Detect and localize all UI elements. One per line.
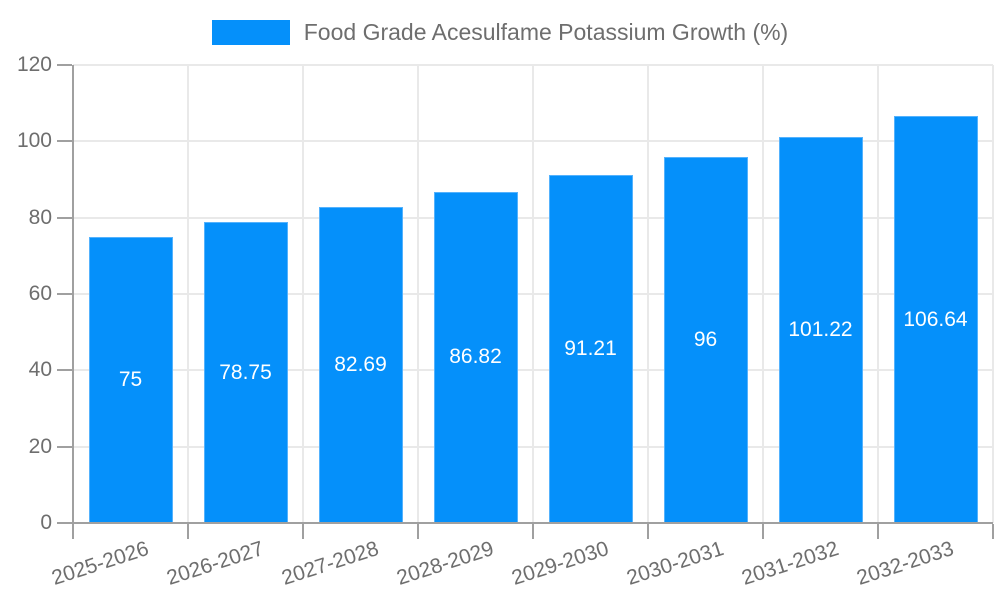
chart-legend: Food Grade Acesulfame Potassium Growth (…: [0, 19, 1000, 46]
plot-area: 75 78.75 82.69 86.82 91.21 96 101.22 106.64: [57, 64, 994, 539]
bar-2027-2028[interactable]: 82.69: [318, 207, 403, 523]
x-axis-tick-label: 2031-2032: [738, 537, 842, 590]
x-axis-tick-label: 2027-2028: [278, 537, 382, 590]
y-axis-tick-mark: [57, 445, 72, 448]
y-axis-tick-label: 80: [28, 205, 52, 229]
y-axis-tick-label: 120: [16, 53, 52, 76]
x-axis-tick-mark: [187, 524, 189, 539]
y-axis-tick-mark: [57, 216, 72, 219]
y-axis-tick-label: 0: [40, 511, 52, 534]
y-axis-tick-mark: [57, 293, 72, 295]
x-axis-tick-mark: [992, 524, 994, 539]
bar-2030-2031[interactable]: 96: [663, 156, 748, 523]
bar-value-label: 96: [693, 327, 718, 351]
y-axis-tick-label: 60: [28, 282, 52, 305]
x-axis-tick-mark: [72, 524, 74, 539]
y-axis-tick-label: 20: [28, 434, 52, 458]
gridline-vertical: [532, 65, 534, 523]
y-axis-line: [72, 65, 74, 523]
bar-value-label: 75: [118, 367, 143, 391]
y-axis-tick-mark: [57, 522, 72, 524]
x-axis-tick-mark: [302, 524, 304, 539]
x-axis-tick-label: 2032-2033: [853, 537, 957, 590]
x-axis-tick-label: 2029-2030: [508, 537, 612, 590]
x-axis-tick-label: 2030-2031: [623, 537, 727, 590]
bar-2031-2032[interactable]: 101.22: [778, 136, 863, 523]
bar-2025-2026[interactable]: 75: [88, 236, 173, 523]
x-axis-tick-mark: [532, 524, 534, 539]
x-axis-tick-label: 2026-2027: [163, 537, 267, 590]
x-axis-tick-label: 2025-2026: [48, 537, 152, 590]
gridline-vertical: [187, 65, 189, 523]
x-axis-tick-mark: [762, 524, 764, 539]
bar-value-label: 91.21: [564, 336, 617, 360]
legend-series-label: Food Grade Acesulfame Potassium Growth (…: [303, 19, 789, 45]
bar-value-label: 101.22: [788, 317, 853, 341]
gridline-vertical: [417, 65, 419, 523]
bar-value-label: 106.64: [903, 307, 968, 331]
y-axis-tick-label: 100: [16, 129, 52, 153]
bar-2026-2027[interactable]: 78.75: [203, 222, 288, 523]
y-axis-tick-label: 40: [28, 358, 52, 382]
y-axis-tick-mark: [57, 140, 72, 143]
bar-2029-2030[interactable]: 91.21: [548, 174, 633, 523]
y-axis-tick-mark: [57, 369, 72, 372]
x-axis-tick-label: 2028-2029: [393, 537, 497, 590]
gridline-vertical: [877, 65, 879, 523]
gridline-vertical: [647, 65, 649, 523]
bar-value-label: 86.82: [449, 345, 502, 369]
bar-2028-2029[interactable]: 86.82: [433, 191, 518, 523]
x-axis-line: [72, 522, 993, 524]
y-axis-tick-mark: [57, 64, 72, 66]
x-axis-tick-mark: [417, 524, 419, 539]
x-axis-tick-mark: [877, 524, 879, 539]
bar-value-label: 78.75: [219, 360, 272, 384]
gridline-vertical: [992, 65, 994, 523]
bar-value-label: 82.69: [334, 353, 387, 377]
legend-color-swatch: [211, 20, 290, 45]
x-axis-tick-mark: [647, 524, 649, 539]
gridline-vertical: [302, 65, 304, 523]
gridline-vertical: [762, 65, 764, 523]
legend-item-growth-series[interactable]: Food Grade Acesulfame Potassium Growth (…: [211, 19, 789, 46]
bar-2032-2033[interactable]: 106.64: [893, 116, 978, 523]
